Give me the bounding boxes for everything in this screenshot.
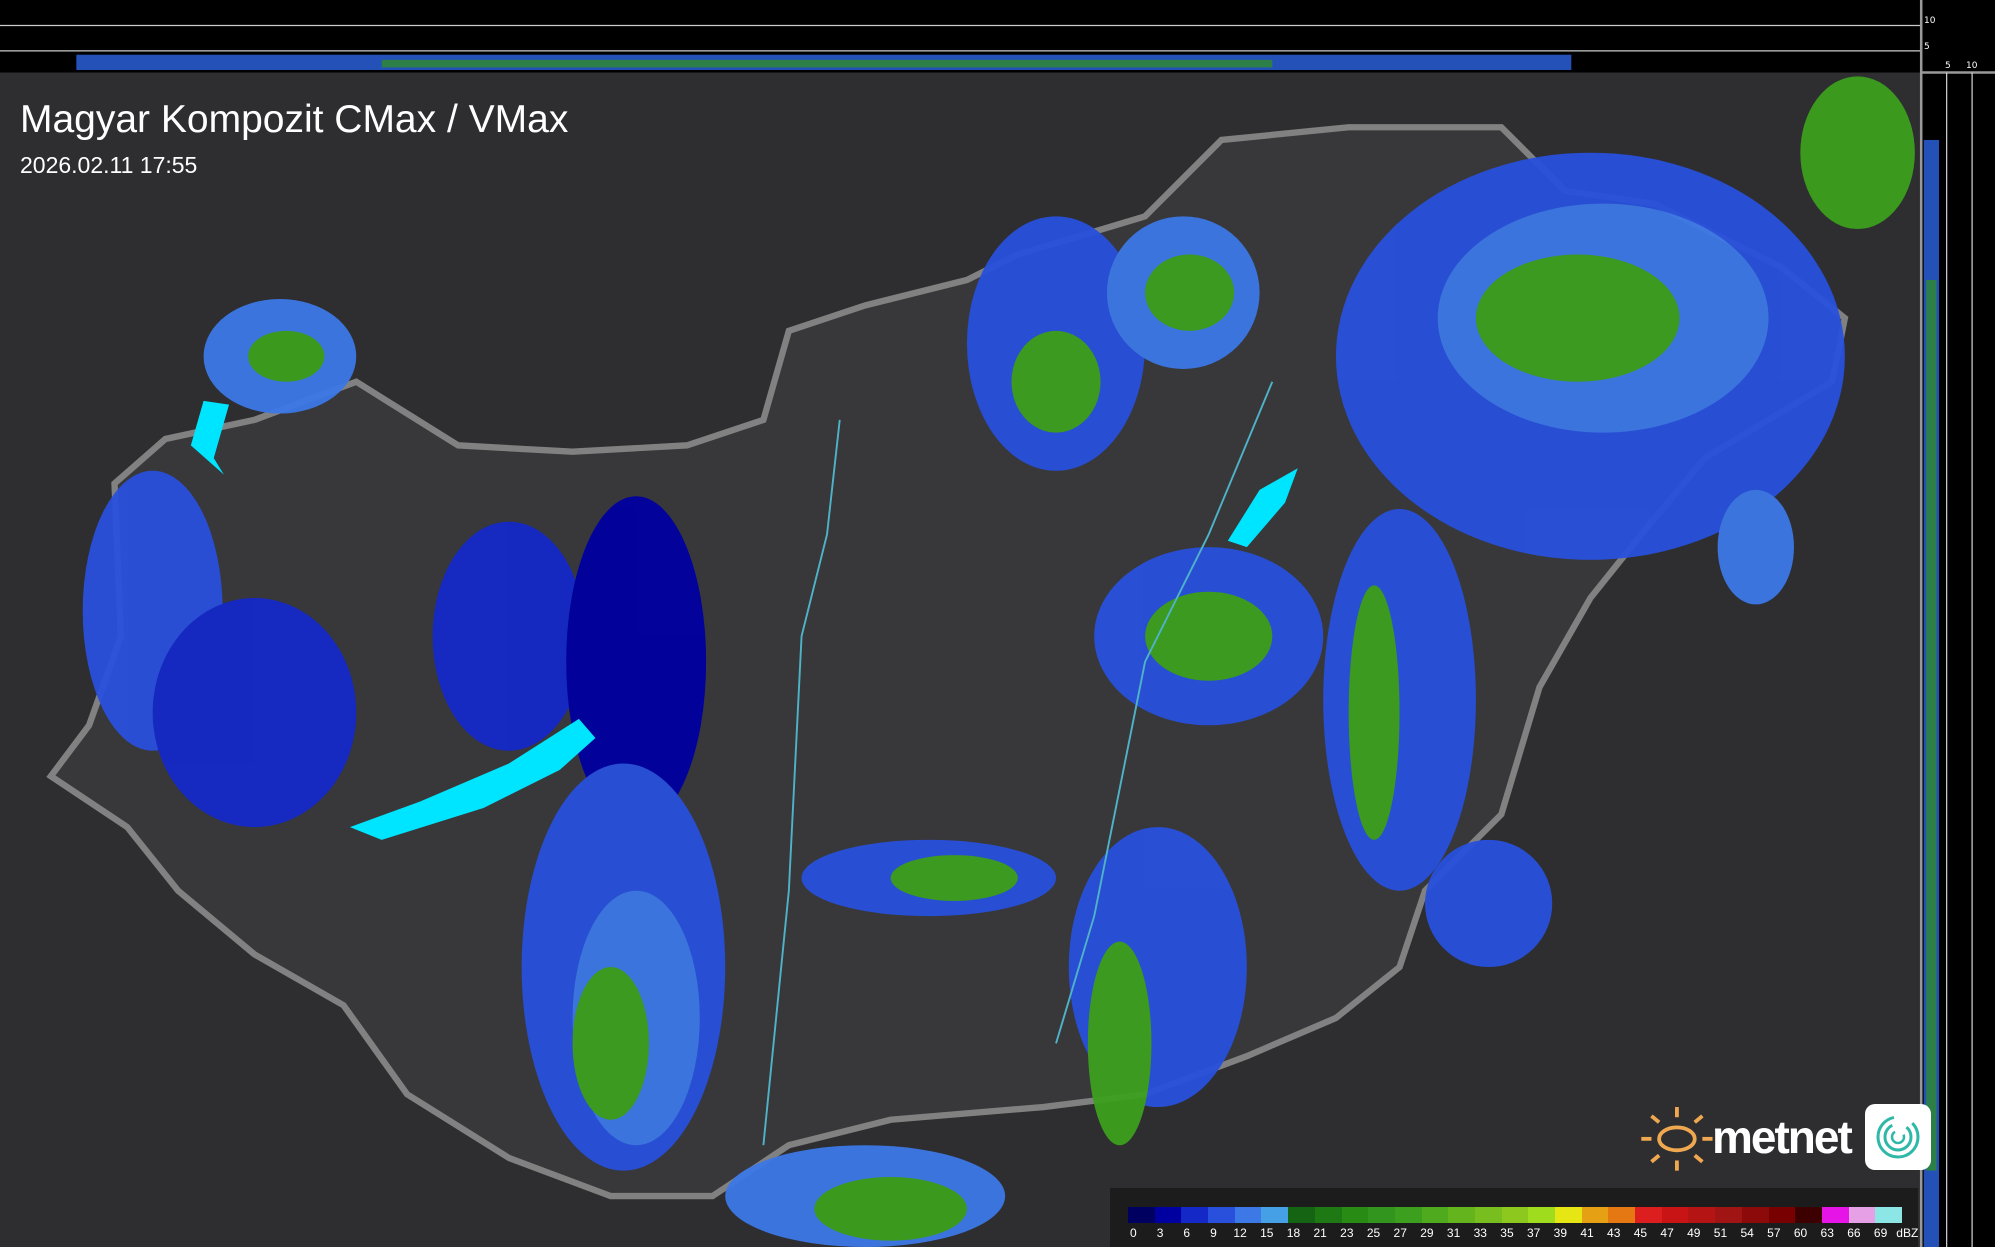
legend-label: 54: [1740, 1226, 1754, 1240]
top-axis-tick: 10: [1924, 16, 1936, 26]
legend-label: 25: [1366, 1226, 1381, 1240]
legend-label: 0: [1130, 1226, 1137, 1240]
legend-swatch: [1288, 1207, 1315, 1223]
metnet-sun-logo: [1641, 1107, 1713, 1171]
legend-swatch: [1715, 1207, 1742, 1223]
legend-swatch: [1154, 1207, 1182, 1223]
legend-swatch: [1368, 1207, 1395, 1223]
legend-swatch: [1821, 1207, 1849, 1223]
legend-label: 66: [1847, 1226, 1861, 1240]
legend-label: 3: [1156, 1226, 1164, 1240]
legend-swatch: [1848, 1207, 1876, 1223]
legend-label: 31: [1446, 1226, 1461, 1240]
right-axis-tick: 5: [1945, 61, 1951, 71]
legend-swatch: [1795, 1207, 1822, 1223]
map-timestamp: 2026.02.11 17:55: [20, 152, 198, 178]
legend-swatch: [1474, 1207, 1502, 1223]
legend-label: 21: [1313, 1226, 1327, 1240]
legend-label: 18: [1286, 1226, 1301, 1240]
legend-label: 39: [1553, 1226, 1568, 1240]
legend-label: 6: [1183, 1226, 1191, 1240]
legend-label: 35: [1500, 1226, 1514, 1240]
lake-ferto: [190, 400, 230, 475]
metnet-logo: metnet: [1636, 1104, 1931, 1170]
legend-label: 29: [1420, 1226, 1434, 1240]
legend-label: 63: [1820, 1226, 1834, 1240]
right-axis-tick: 10: [1966, 61, 1978, 71]
legend-swatch: [1608, 1207, 1636, 1223]
legend-label: 60: [1793, 1226, 1808, 1240]
legend-swatch: [1181, 1207, 1209, 1223]
legend-label: 23: [1340, 1226, 1354, 1240]
legend-label: 57: [1767, 1226, 1781, 1240]
legend-swatch: [1234, 1207, 1262, 1223]
precipitation-echoes: [82, 76, 1915, 1247]
legend-label: 47: [1660, 1226, 1674, 1240]
legend-swatch: [1555, 1207, 1582, 1223]
legend-swatch: [1635, 1207, 1662, 1223]
legend-swatch: [1581, 1207, 1609, 1223]
legend-label: 12: [1233, 1226, 1247, 1240]
top-axis-tick: 5: [1924, 42, 1930, 52]
river: [1055, 381, 1274, 1044]
legend-label: 51: [1713, 1226, 1728, 1240]
legend-label: 49: [1687, 1226, 1701, 1240]
dbz-color-legend: 0 3 6 9 12 15 18 21 23 25 27 29 31 33 35 37 39 41 43 45 47 49…: [1110, 1188, 1918, 1247]
legend-label: 15: [1260, 1226, 1274, 1240]
legend-swatch: [1261, 1207, 1289, 1223]
lake-balaton: [349, 718, 596, 840]
river: [762, 419, 841, 1146]
legend-swatch: [1394, 1207, 1422, 1223]
legend-swatch: [1768, 1207, 1796, 1223]
legend-swatch: [1661, 1207, 1689, 1223]
logo-text: metnet: [1712, 1111, 1853, 1163]
map-title: Magyar Kompozit CMax / VMax: [20, 98, 569, 141]
legend-label: 27: [1393, 1226, 1407, 1240]
legend-swatch: [1341, 1207, 1369, 1223]
legend-label: 37: [1526, 1226, 1541, 1240]
lake-tisza: [1227, 468, 1298, 548]
legend-label: 41: [1580, 1226, 1594, 1240]
legend-label: 9: [1210, 1226, 1217, 1240]
legend-swatch: [1421, 1207, 1449, 1223]
legend-unit: dBZ: [1896, 1226, 1919, 1240]
legend-label: 45: [1633, 1226, 1648, 1240]
legend-label: 33: [1473, 1226, 1487, 1240]
legend-swatch: [1528, 1207, 1555, 1223]
legend-swatch: [1314, 1207, 1342, 1223]
legend-label: 43: [1607, 1226, 1621, 1240]
legend-color-bar: [1128, 1207, 1902, 1223]
legend-swatch: [1208, 1207, 1235, 1223]
legend-swatch: [1501, 1207, 1529, 1223]
legend-label: 69: [1873, 1226, 1888, 1240]
swirl-logo-icon: [1864, 1104, 1931, 1170]
legend-labels: 0 3 6 9 12 15 18 21 23 25 27 29 31 33 35 37 39 41 43 45 47 49…: [1120, 1226, 1921, 1240]
legend-swatch: [1128, 1207, 1155, 1223]
legend-swatch: [1688, 1207, 1716, 1223]
legend-swatch: [1875, 1207, 1902, 1223]
legend-swatch: [1741, 1207, 1769, 1223]
legend-swatch: [1448, 1207, 1475, 1223]
